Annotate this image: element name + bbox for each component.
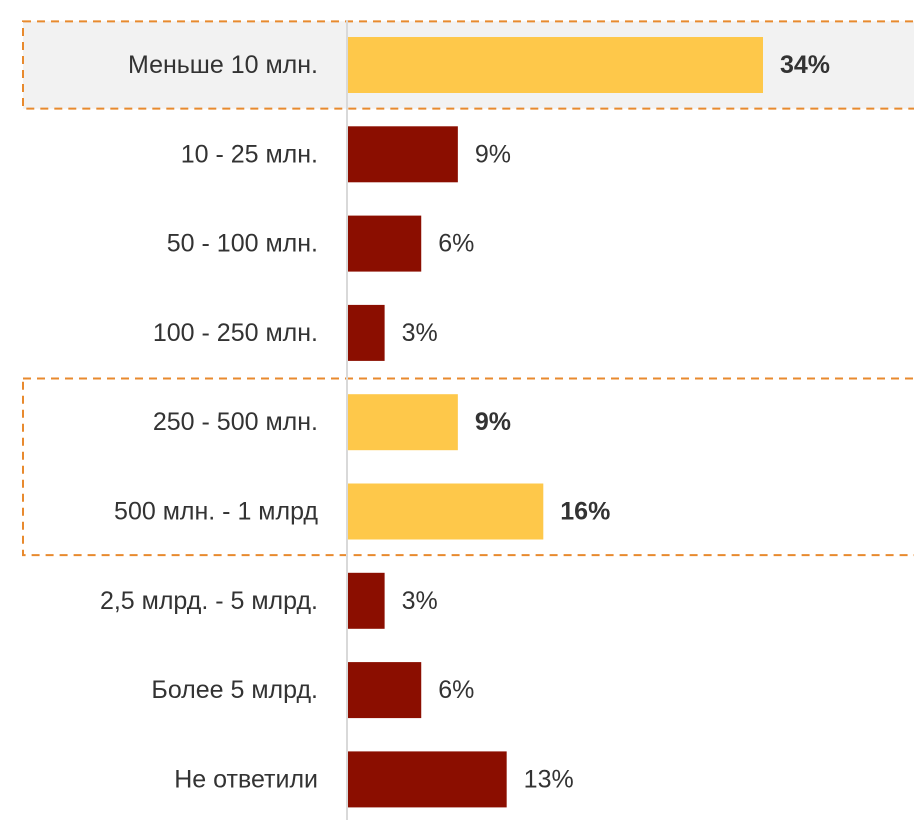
- highlight-layer: [22, 20, 914, 557]
- value-label: 3%: [402, 319, 438, 347]
- labels-layer: Меньше 10 млн. 34% 10 - 25 млн. 9% 50 - 100 …: [100, 51, 830, 793]
- bar: [348, 483, 544, 540]
- category-label: 2,5 млрд. - 5 млрд.: [100, 587, 318, 615]
- category-label: Меньше 10 млн.: [128, 51, 318, 79]
- bar: [348, 304, 385, 361]
- bar: [348, 662, 422, 719]
- bar: [348, 394, 458, 451]
- bar: [348, 215, 422, 272]
- bars-layer: [348, 37, 763, 808]
- category-label: Не ответили: [174, 765, 318, 793]
- value-label: 34%: [780, 51, 830, 79]
- bar: [348, 126, 458, 183]
- bar: [348, 37, 763, 93]
- category-label: 100 - 250 млн.: [153, 319, 318, 347]
- value-label: 13%: [524, 765, 574, 793]
- bar: [348, 751, 507, 808]
- category-label: Более 5 млрд.: [151, 676, 318, 704]
- category-label: 50 - 100 млн.: [167, 230, 318, 258]
- category-label: 500 млн. - 1 млрд: [114, 498, 318, 526]
- value-label: 6%: [438, 676, 474, 704]
- bar: [348, 572, 385, 629]
- value-label: 3%: [402, 587, 438, 615]
- category-label: 10 - 25 млн.: [181, 140, 318, 168]
- value-label: 16%: [560, 498, 610, 526]
- category-label: 250 - 500 млн.: [153, 408, 318, 436]
- value-label: 6%: [438, 230, 474, 258]
- value-label: 9%: [475, 408, 511, 436]
- highlight-box-2: [22, 377, 914, 557]
- value-label: 9%: [475, 140, 511, 168]
